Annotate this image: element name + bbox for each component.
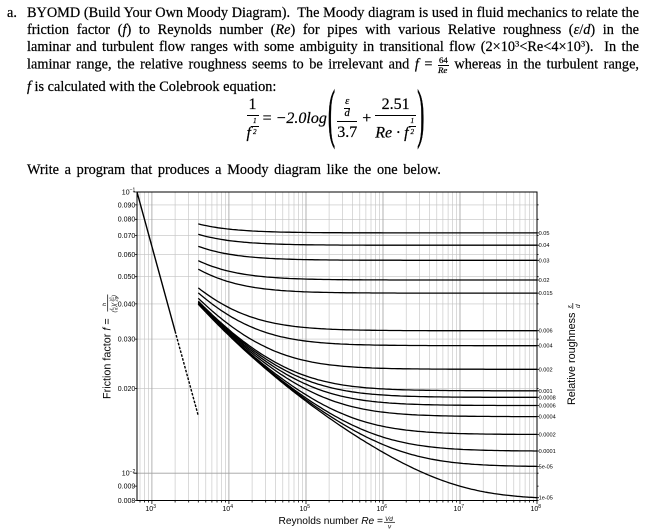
svg-text:0.0006: 0.0006 bbox=[539, 404, 556, 410]
svg-text:0.030: 0.030 bbox=[118, 337, 136, 344]
svg-text:0.004: 0.004 bbox=[539, 344, 553, 350]
svg-text:0.070: 0.070 bbox=[118, 233, 136, 240]
svg-text:105: 105 bbox=[300, 504, 311, 513]
svg-text:Relative roughness: Relative roughness bbox=[566, 312, 578, 405]
svg-text:0.040: 0.040 bbox=[118, 301, 136, 308]
svg-text:107: 107 bbox=[454, 504, 465, 513]
svg-text:0.02: 0.02 bbox=[539, 278, 550, 284]
svg-text:0.020: 0.020 bbox=[118, 386, 136, 393]
svg-text:0.080: 0.080 bbox=[118, 217, 136, 224]
svg-text:d: d bbox=[113, 307, 118, 310]
svg-text:0.03: 0.03 bbox=[539, 258, 550, 264]
svg-text:Reynolds number Re =: Reynolds number Re = bbox=[279, 516, 384, 527]
svg-text:ν: ν bbox=[388, 524, 392, 529]
svg-text:10−2: 10−2 bbox=[122, 469, 136, 478]
svg-text:d: d bbox=[575, 304, 582, 308]
svg-text:0.015: 0.015 bbox=[539, 291, 553, 297]
svg-text:): ) bbox=[112, 295, 118, 298]
svg-text:)(: )( bbox=[112, 302, 118, 308]
svg-text:h: h bbox=[102, 303, 108, 306]
svg-text:ε: ε bbox=[567, 305, 574, 308]
svg-text:2g: 2g bbox=[113, 296, 118, 302]
svg-text:Vd: Vd bbox=[385, 516, 393, 523]
svg-text:5e-05: 5e-05 bbox=[539, 464, 553, 470]
svg-text:0.009: 0.009 bbox=[118, 484, 136, 491]
svg-text:0.090: 0.090 bbox=[118, 202, 136, 209]
svg-text:V²: V² bbox=[108, 297, 113, 302]
svg-text:Friction factor f =: Friction factor f = bbox=[102, 318, 114, 399]
svg-text:0.0001: 0.0001 bbox=[539, 449, 556, 455]
svg-text:0.001: 0.001 bbox=[539, 389, 553, 395]
svg-text:1e-05: 1e-05 bbox=[539, 496, 553, 502]
svg-text:0.002: 0.002 bbox=[539, 367, 553, 373]
svg-text:0.050: 0.050 bbox=[118, 274, 136, 281]
svg-text:0.05: 0.05 bbox=[539, 231, 550, 237]
svg-text:0.008: 0.008 bbox=[118, 498, 136, 505]
svg-text:ℓ: ℓ bbox=[108, 308, 113, 311]
svg-text:104: 104 bbox=[222, 504, 233, 513]
svg-text:108: 108 bbox=[531, 504, 542, 513]
svg-text:0.0004: 0.0004 bbox=[539, 415, 556, 421]
svg-text:0.04: 0.04 bbox=[539, 243, 550, 249]
svg-text:0.006: 0.006 bbox=[539, 329, 553, 335]
svg-text:0.0002: 0.0002 bbox=[539, 432, 556, 438]
svg-text:103: 103 bbox=[145, 504, 156, 513]
svg-text:(: ( bbox=[112, 310, 118, 313]
svg-text:106: 106 bbox=[377, 504, 388, 513]
svg-text:0.0008: 0.0008 bbox=[539, 395, 556, 401]
svg-text:10−1: 10−1 bbox=[122, 188, 136, 197]
svg-text:0.060: 0.060 bbox=[118, 252, 136, 259]
